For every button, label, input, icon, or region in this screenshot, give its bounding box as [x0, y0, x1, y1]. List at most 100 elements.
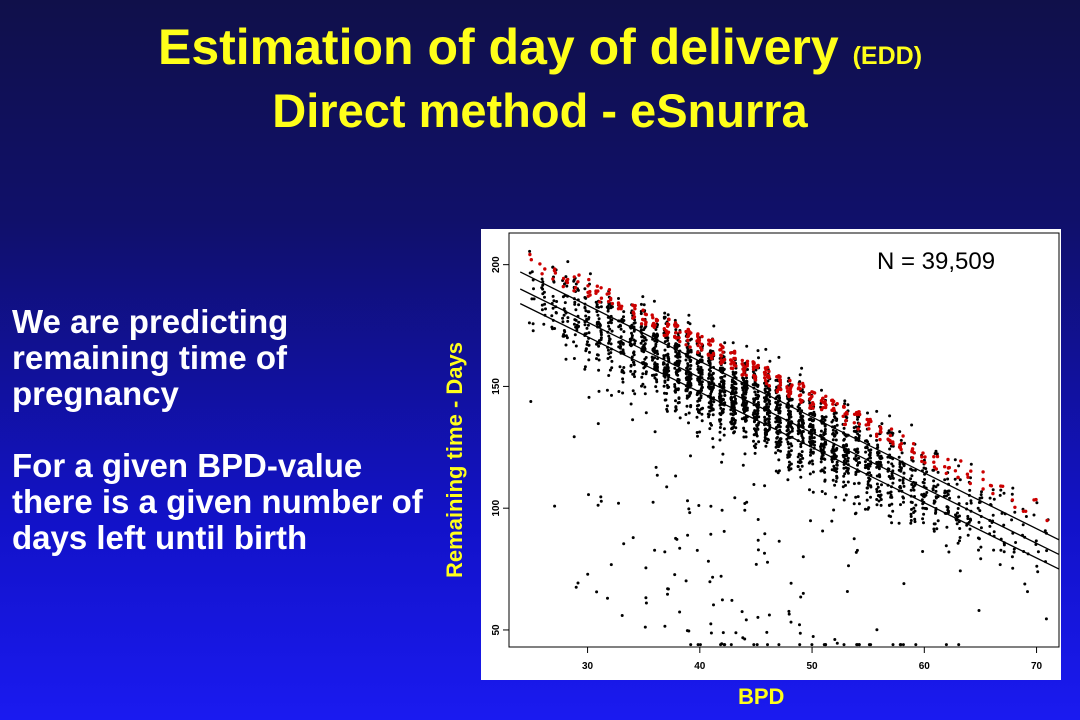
scatter-point	[830, 460, 834, 464]
scatter-point	[931, 488, 935, 492]
scatter-point	[718, 419, 722, 423]
scatter-point	[598, 323, 602, 327]
highlight-point	[921, 451, 925, 455]
highlight-point	[751, 367, 756, 371]
highlight-point	[845, 412, 849, 416]
scatter-point	[730, 386, 734, 390]
scatter-point	[878, 475, 882, 479]
highlight-point	[868, 417, 872, 422]
scatter-point	[910, 507, 913, 511]
scatter-point	[943, 478, 947, 482]
scatter-point	[610, 318, 614, 322]
scatter-point	[914, 503, 918, 507]
scatter-point	[857, 456, 861, 460]
scatter-point	[574, 585, 578, 589]
scatter-point	[562, 329, 566, 332]
scatter-point	[754, 562, 758, 566]
scatter-point	[824, 442, 828, 446]
scatter-point	[643, 385, 647, 389]
scatter-point	[809, 450, 813, 454]
scatter-point	[641, 372, 645, 376]
scatter-point	[902, 496, 905, 500]
highlight-point	[843, 422, 847, 427]
scatter-point	[1002, 550, 1006, 554]
scatter-point	[662, 384, 666, 388]
scatter-point	[673, 409, 677, 413]
scatter-point	[846, 459, 850, 463]
highlight-point	[1013, 505, 1017, 509]
scatter-point	[544, 307, 547, 311]
highlight-point	[965, 472, 970, 476]
scatter-point	[753, 410, 757, 414]
scatter-point	[819, 460, 823, 464]
scatter-point	[763, 551, 766, 555]
scatter-point	[652, 332, 656, 336]
scatter-point	[573, 318, 577, 322]
scatter-point	[787, 446, 791, 450]
scatter-point	[577, 303, 581, 307]
scatter-point	[633, 339, 637, 343]
highlight-point	[742, 367, 747, 371]
scatter-point	[968, 527, 972, 531]
scatter-point	[752, 483, 756, 486]
scatter-point	[765, 630, 769, 634]
scatter-point	[923, 478, 926, 481]
scatter-point	[709, 385, 713, 389]
scatter-point	[531, 329, 535, 333]
scatter-point	[631, 418, 635, 422]
scatter-point	[656, 334, 659, 338]
scatter-point	[897, 455, 901, 459]
scatter-point	[678, 355, 682, 359]
highlight-point	[633, 307, 637, 311]
highlight-point	[722, 357, 727, 362]
highlight-point	[740, 358, 744, 363]
highlight-point	[673, 335, 677, 339]
scatter-point	[684, 376, 688, 380]
body-text: We are predicting remaining time of preg…	[12, 304, 432, 556]
y-axis-label: Remaining time - Days	[442, 342, 467, 578]
scatter-point	[823, 466, 827, 470]
scatter-point	[1024, 515, 1028, 518]
scatter-point	[743, 452, 747, 456]
scatter-point	[731, 426, 735, 430]
scatter-point	[588, 272, 592, 276]
scatter-point	[667, 342, 671, 346]
scatter-point	[641, 295, 645, 299]
scatter-point	[730, 378, 734, 382]
scatter-point	[922, 458, 926, 462]
scatter-point	[597, 339, 601, 343]
scatter-point	[583, 296, 587, 299]
scatter-point	[891, 476, 895, 480]
scatter-point	[744, 618, 748, 622]
scatter-point	[998, 563, 1002, 567]
scatter-point	[845, 590, 849, 593]
scatter-point	[686, 321, 690, 324]
scatter-point	[710, 378, 714, 382]
scatter-point	[587, 358, 591, 362]
highlight-point	[920, 455, 924, 459]
scatter-point	[599, 305, 603, 309]
scatter-point	[752, 433, 756, 437]
slide-title-suffix: (EDD)	[852, 42, 923, 70]
scatter-point	[855, 643, 859, 647]
highlight-point	[831, 402, 835, 406]
highlight-point	[529, 258, 533, 262]
scatter-point	[776, 403, 780, 407]
scatter-point	[729, 408, 733, 412]
highlight-point	[641, 308, 645, 312]
scatter-point	[718, 403, 722, 407]
highlight-point	[891, 440, 895, 444]
scatter-point	[685, 394, 689, 398]
scatter-point	[745, 376, 748, 380]
scatter-point	[697, 371, 701, 374]
scatter-point	[809, 448, 813, 452]
scatter-point	[876, 443, 880, 447]
scatter-point	[666, 592, 669, 596]
scatter-point	[956, 511, 959, 515]
scatter-point	[890, 462, 894, 466]
scatter-point	[723, 374, 727, 378]
highlight-point	[808, 403, 813, 408]
scatter-point	[977, 520, 981, 524]
scatter-point	[979, 493, 983, 497]
scatter-point	[854, 473, 858, 476]
